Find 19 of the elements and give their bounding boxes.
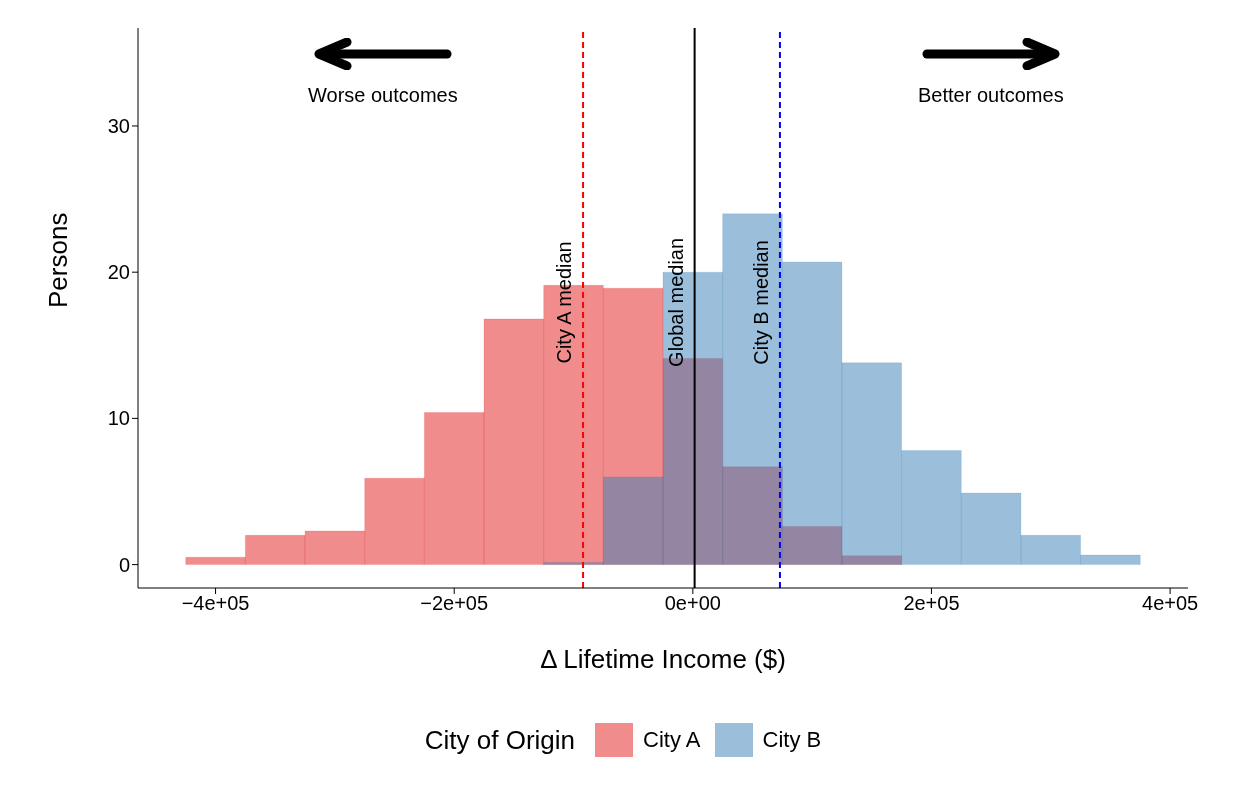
- x-tick-label: −4e+05: [181, 592, 250, 615]
- y-axis-title: Persons: [43, 212, 74, 308]
- y-tick-label: 30: [107, 115, 130, 138]
- x-tick-label: −2e+05: [420, 592, 489, 615]
- x-axis-title: Δ Lifetime Income ($): [540, 644, 786, 674]
- y-tick-label: 10: [107, 407, 130, 430]
- x-tick-label: 2e+05: [903, 592, 960, 615]
- x-tick-label: 0e+00: [664, 592, 721, 615]
- y-tick-label: 20: [107, 261, 130, 284]
- legend-label: City B: [762, 727, 822, 753]
- ref-line-label: City B median: [749, 240, 772, 365]
- ref-line-label: Global median: [664, 237, 687, 367]
- annotation: Better outcomes: [918, 84, 1064, 107]
- legend-title: City of Origin: [424, 724, 576, 756]
- legend-label: City A: [643, 727, 701, 753]
- x-tick-label: 4e+05: [1142, 592, 1199, 615]
- y-tick-label: 0: [118, 553, 130, 576]
- ref-line-label: City A median: [553, 241, 576, 364]
- annotation: Worse outcomes: [308, 84, 458, 107]
